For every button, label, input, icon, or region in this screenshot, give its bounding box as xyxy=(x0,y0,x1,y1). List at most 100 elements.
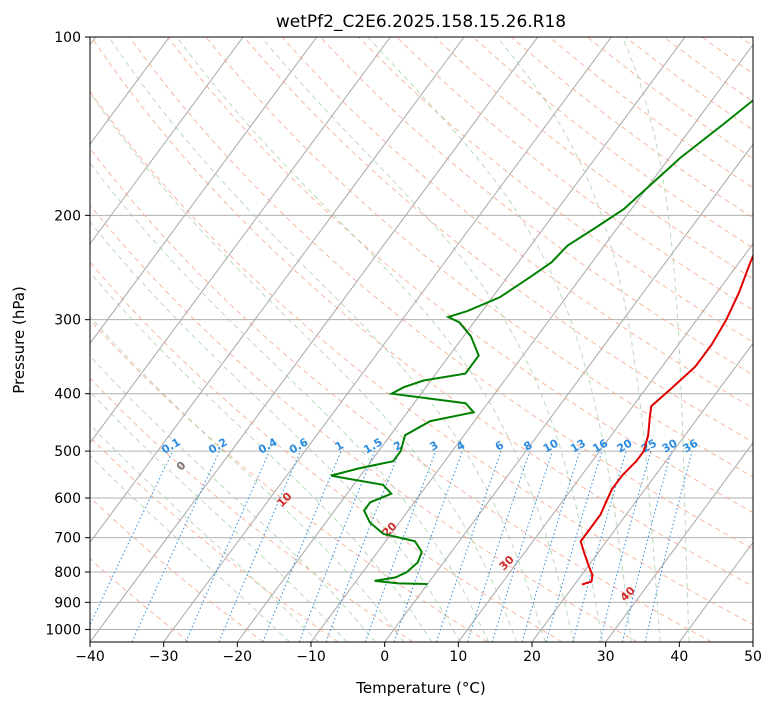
dry-adiabat xyxy=(90,558,190,642)
y-axis-label: Pressure (hPa) xyxy=(10,286,28,394)
dry-adiabat-label: -20 xyxy=(0,386,6,409)
mixing-ratio-label: 0.6 xyxy=(287,435,311,456)
mixing-ratio-line xyxy=(491,450,553,642)
dry-adiabat xyxy=(739,37,753,47)
y-tick-label: 500 xyxy=(54,444,81,460)
moist-adiabat xyxy=(90,221,461,642)
dry-adiabat xyxy=(90,377,414,642)
x-tick-label: 0 xyxy=(380,649,389,665)
moist-adiabat xyxy=(108,37,546,642)
y-tick-label: 700 xyxy=(54,531,81,547)
x-tick-label: 30 xyxy=(597,649,615,665)
dry-adiabat xyxy=(90,436,339,642)
mixing-ratio-label: 13 xyxy=(568,437,588,456)
isotherm-gridline xyxy=(163,37,612,642)
moist-adiabat xyxy=(90,315,405,642)
mixing-ratio-line xyxy=(435,450,502,642)
x-tick-label: 40 xyxy=(670,649,688,665)
y-tick-label: 1000 xyxy=(45,622,81,638)
x-tick-label: −10 xyxy=(296,649,326,665)
moist-adiabat xyxy=(176,37,575,642)
dewpoint-profile-line xyxy=(330,99,753,585)
dry-adiabat xyxy=(167,37,753,514)
moist-adiabat xyxy=(621,37,690,642)
y-tick-label: 100 xyxy=(54,30,81,46)
isotherm-gridline xyxy=(605,442,753,642)
isotherm-gridline xyxy=(752,641,753,642)
mixing-ratio-line xyxy=(325,450,401,642)
mixing-ratio-label: 16 xyxy=(590,436,610,455)
mixing-ratio-line xyxy=(262,450,342,642)
y-tick-label: 400 xyxy=(54,387,81,403)
dry-adiabat xyxy=(701,37,753,75)
moist-adiabat xyxy=(90,455,291,642)
dry-adiabat xyxy=(281,37,753,409)
mixing-ratio-line xyxy=(90,450,174,626)
isotherm-gridline xyxy=(90,37,318,345)
dry-adiabat xyxy=(90,261,563,642)
y-tick-label: 200 xyxy=(54,208,81,224)
mixing-ratio-line xyxy=(298,450,376,642)
moist-adiabat xyxy=(90,355,376,642)
y-tick-label: 600 xyxy=(54,491,81,507)
y-axis: 100 200 300 400 500 600 700 800 900 1000 xyxy=(45,30,90,638)
mixing-ratio-label: 30 xyxy=(660,436,680,455)
dry-adiabat xyxy=(205,37,753,478)
dry-adiabat xyxy=(319,37,753,376)
mixing-ratio-label: 20 xyxy=(615,436,635,455)
dry-adiabat xyxy=(243,37,753,443)
mixing-ratio-line xyxy=(644,450,693,642)
mixing-ratio-line xyxy=(218,450,301,642)
isotherm-gridline xyxy=(90,37,170,146)
mixing-ratio-line xyxy=(599,450,652,642)
x-tick-label: 10 xyxy=(449,649,467,665)
mixing-ratio-line xyxy=(545,450,603,642)
x-tick-label: −30 xyxy=(149,649,179,665)
x-axis: −40 −30 −20 −10 0 10 20 30 40 50 xyxy=(75,642,762,665)
plot-area: 0.10.20.40.611.52346810131620253036-100-… xyxy=(0,37,753,642)
mixing-ratio-line xyxy=(364,450,437,642)
dry-adiabat-label: 30 xyxy=(497,553,517,573)
mixing-ratio-line xyxy=(621,450,672,642)
y-tick-label: 900 xyxy=(54,595,81,611)
mixing-ratio-line xyxy=(393,450,463,642)
isotherm-gridline xyxy=(90,37,539,642)
isotherm-gridline xyxy=(310,43,753,642)
isotherm-gridline xyxy=(384,143,753,642)
isotherm-gridline xyxy=(678,541,753,642)
isotherm-gridline xyxy=(236,37,686,642)
y-tick-label: 800 xyxy=(54,565,81,581)
isotherm-gridline xyxy=(457,242,753,642)
mixing-ratio-label: 0.4 xyxy=(256,435,280,456)
plot-frame xyxy=(89,36,754,643)
dry-adiabat xyxy=(90,204,638,642)
y-tick-label: 300 xyxy=(54,313,81,329)
moist-adiabat xyxy=(90,391,348,642)
dry-adiabat-label: 10 xyxy=(275,490,295,510)
dry-adiabat xyxy=(90,147,712,642)
moist-adiabat xyxy=(90,162,489,642)
x-tick-label: −40 xyxy=(75,649,105,665)
moist-adiabat xyxy=(90,271,433,642)
moist-adiabat xyxy=(496,37,661,642)
isotherm-gridline xyxy=(90,37,391,444)
mixing-ratio-label: 0.1 xyxy=(159,436,182,457)
mixing-ratio-line xyxy=(572,450,627,642)
dry-adiabat-label: -10 xyxy=(63,410,86,433)
mixing-ratio-line xyxy=(185,450,271,642)
mixing-ratio-line xyxy=(521,450,581,642)
mixing-ratio-label: 1.5 xyxy=(361,436,384,457)
dry-adiabat xyxy=(358,37,753,343)
isotherm-gridline xyxy=(531,342,753,642)
chart-title: wetPf2_C2E6.2025.158.15.26.R18 xyxy=(276,12,566,32)
dry-adiabat xyxy=(129,37,753,550)
mixing-ratio-line xyxy=(467,450,531,642)
x-tick-label: 20 xyxy=(523,649,541,665)
dry-adiabat-label: 40 xyxy=(618,584,638,604)
dry-adiabat xyxy=(90,37,753,587)
x-axis-label: Temperature (°C) xyxy=(355,679,485,697)
isotherm-gridline xyxy=(90,37,244,245)
dry-adiabat xyxy=(90,90,753,626)
x-tick-label: −20 xyxy=(223,649,253,665)
